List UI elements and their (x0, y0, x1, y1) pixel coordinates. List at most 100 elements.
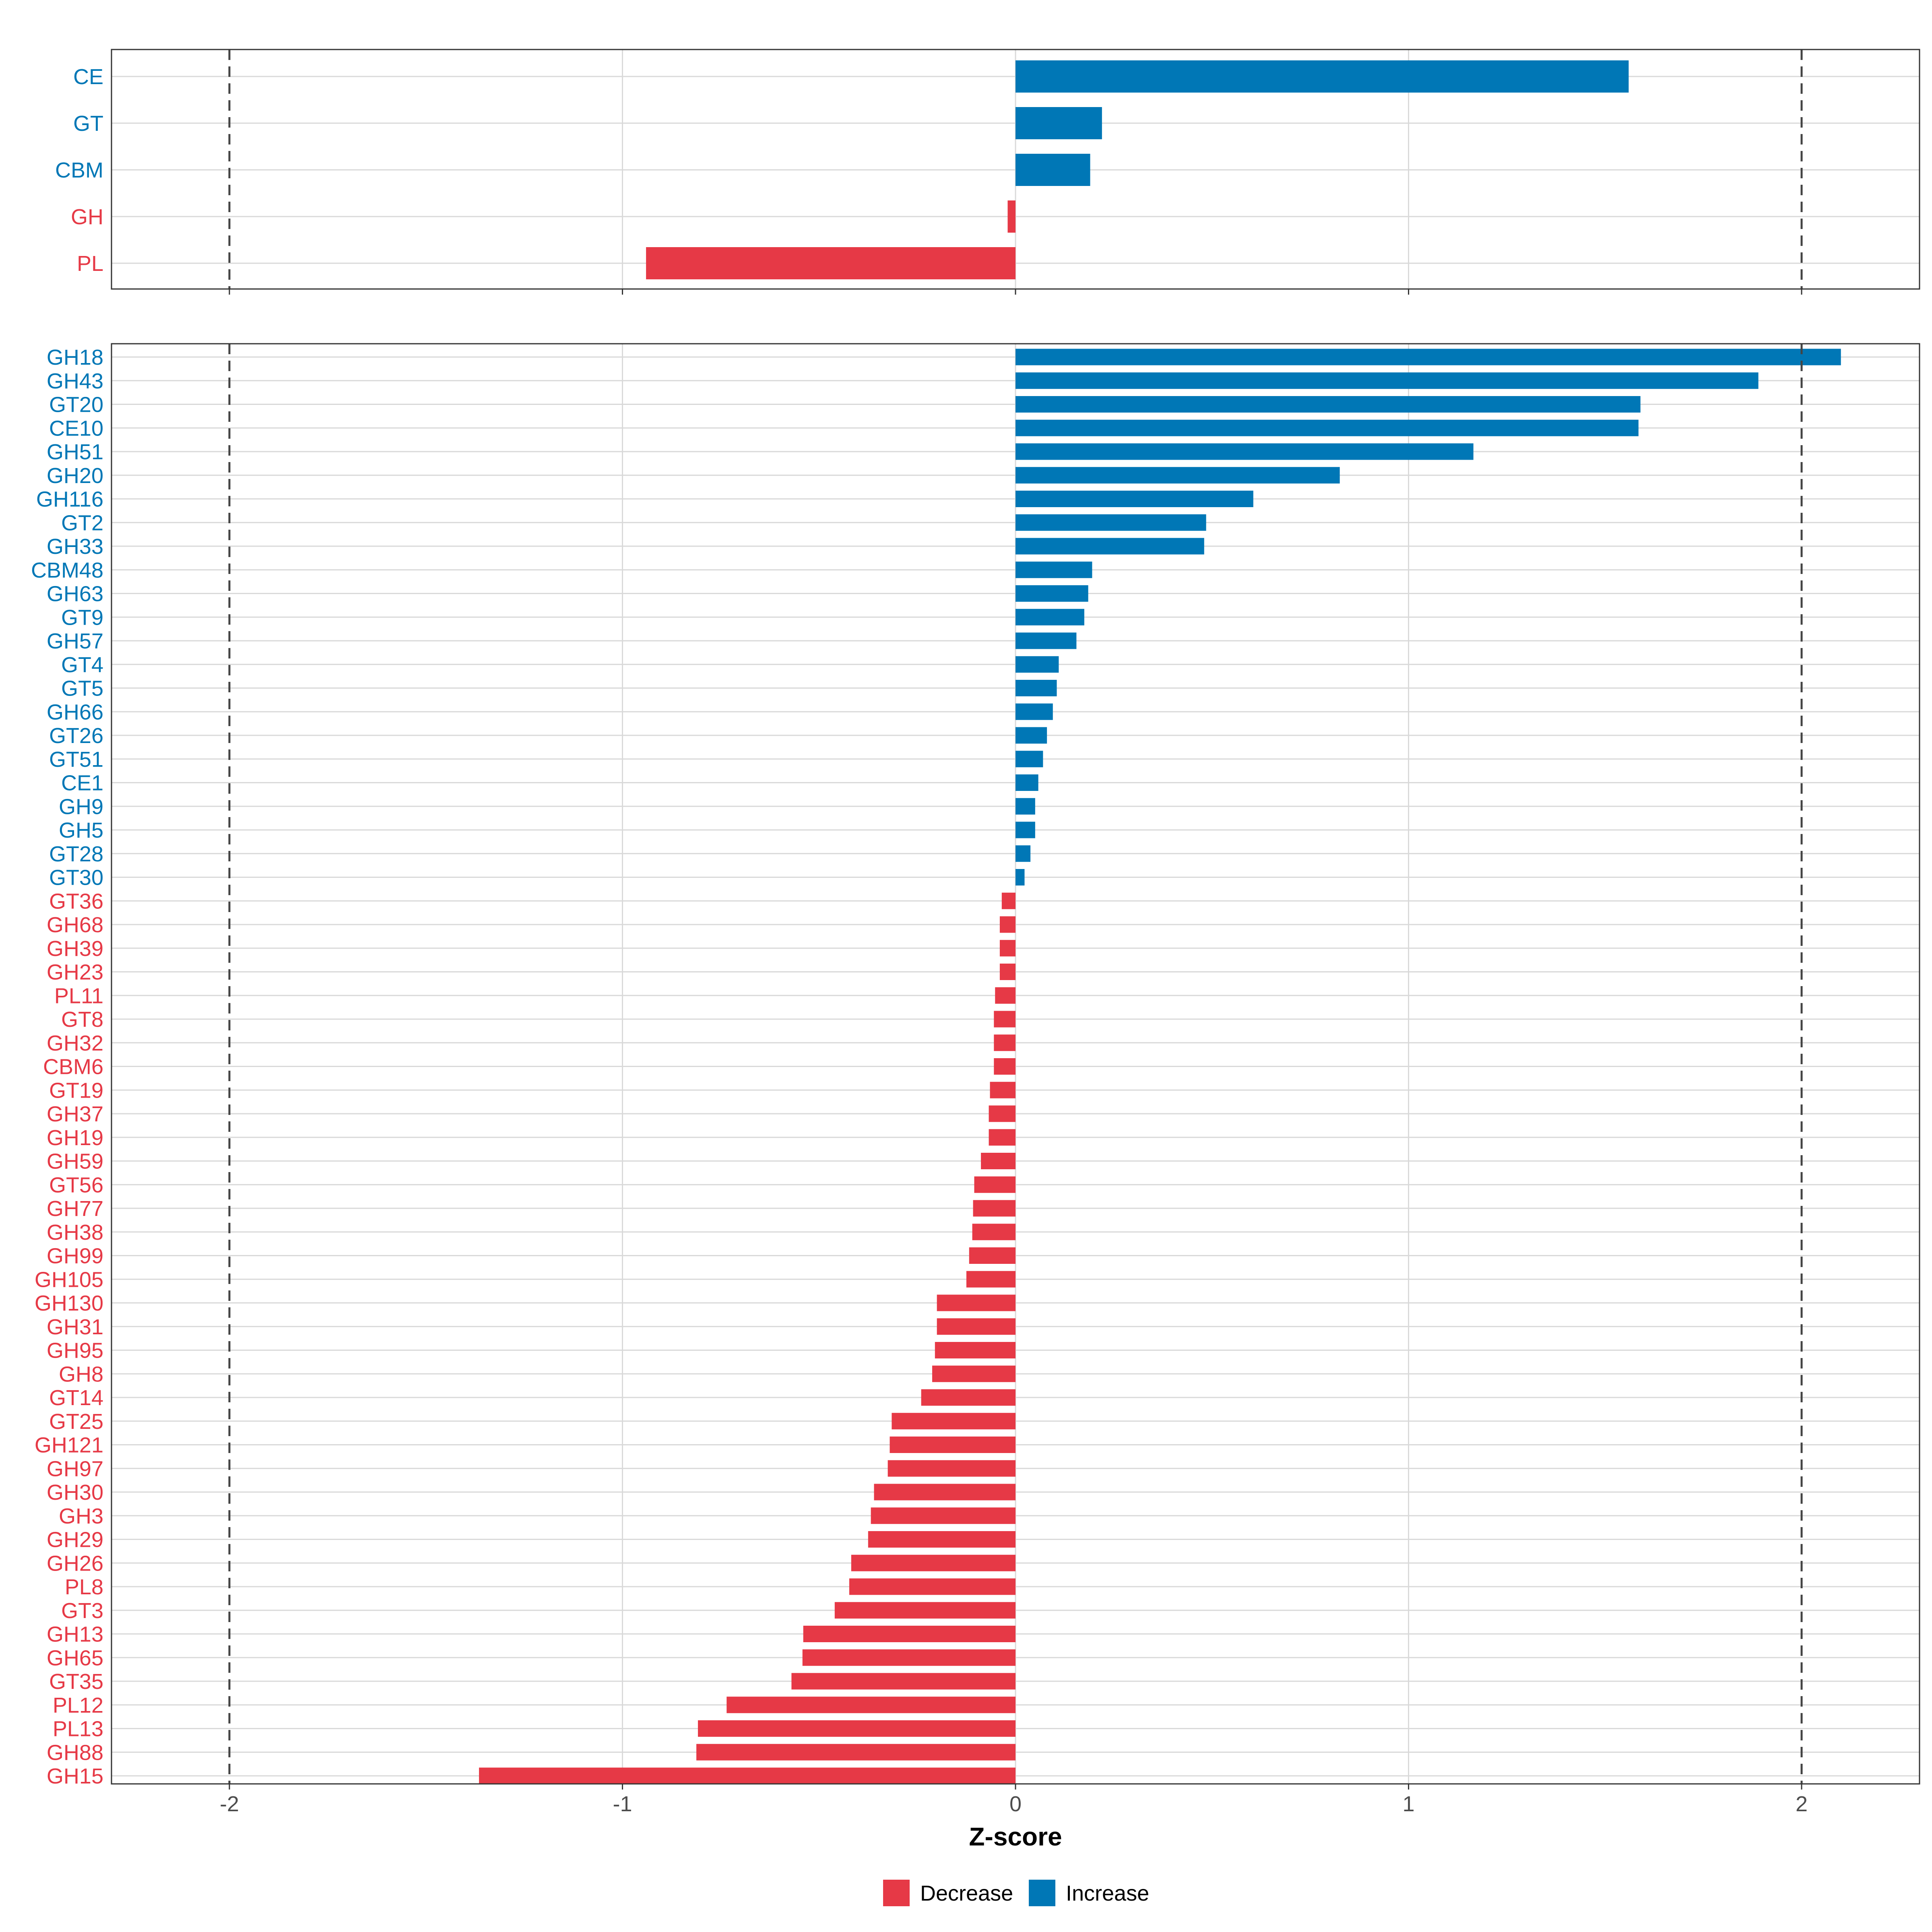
bar (999, 940, 1016, 957)
category-label: CE1 (61, 771, 103, 795)
category-label: GH32 (47, 1031, 103, 1055)
category-label: CE (73, 65, 103, 89)
bar (973, 1200, 1016, 1217)
bar (1016, 372, 1759, 389)
bar (969, 1247, 1016, 1264)
bar (937, 1318, 1016, 1335)
bar (1007, 200, 1016, 233)
category-label: GT36 (49, 889, 103, 913)
bar (849, 1578, 1016, 1595)
bar (989, 1129, 1016, 1146)
category-label: PL8 (65, 1575, 103, 1599)
legend-key-decrease (883, 1880, 910, 1906)
bar (999, 964, 1016, 980)
bar (995, 987, 1016, 1004)
category-label: PL11 (54, 984, 103, 1008)
category-label: CBM48 (31, 558, 103, 582)
bottom-panel: GH18GH43GT20CE10GH51GH20GH116GT2GH33CBM4… (31, 343, 1920, 1790)
bar (892, 1413, 1016, 1430)
category-label: GT26 (49, 724, 103, 748)
bar (1016, 491, 1253, 507)
bar (1016, 798, 1035, 815)
bar (868, 1531, 1016, 1548)
category-label: PL12 (53, 1693, 103, 1717)
category-label: GT (73, 111, 103, 136)
bar (1016, 609, 1084, 625)
category-label: GH43 (47, 369, 103, 393)
legend-label-decrease: Decrease (920, 1881, 1013, 1905)
bar (646, 247, 1016, 279)
bar (1016, 727, 1047, 744)
category-label: GH65 (47, 1646, 103, 1670)
category-label: GH68 (47, 913, 103, 937)
bar (871, 1507, 1016, 1524)
category-label: GH39 (47, 937, 103, 961)
category-label: GT4 (61, 653, 103, 677)
category-label: GH33 (47, 535, 103, 559)
legend-label-increase: Increase (1066, 1881, 1149, 1905)
category-label: GH95 (47, 1339, 103, 1363)
category-label: GT5 (61, 677, 103, 701)
bar (1016, 60, 1629, 93)
x-tick-label: 0 (1009, 1792, 1022, 1816)
bar (921, 1389, 1016, 1406)
bar (1016, 822, 1035, 838)
category-label: GH88 (47, 1740, 103, 1765)
category-label: GH3 (59, 1504, 103, 1528)
category-label: GT28 (49, 842, 103, 866)
bar (1016, 680, 1057, 696)
bar (698, 1720, 1016, 1737)
category-label: GT2 (61, 511, 103, 535)
legend: Decrease Increase (883, 1880, 1149, 1906)
category-label: GT9 (61, 605, 103, 630)
category-label: GH37 (47, 1102, 103, 1126)
category-label: CBM (55, 158, 103, 182)
bar (1016, 751, 1043, 768)
category-label: GH51 (47, 440, 103, 464)
category-label: PL13 (53, 1717, 103, 1741)
category-label: GT35 (49, 1670, 103, 1694)
bar (1016, 396, 1641, 413)
category-label: GH (71, 205, 103, 229)
category-label: CE10 (49, 416, 103, 440)
category-label: GH5 (59, 818, 103, 842)
category-label: GH38 (47, 1220, 103, 1245)
bar (851, 1554, 1016, 1571)
bar (1016, 419, 1639, 436)
category-label: GH13 (47, 1622, 103, 1647)
bar (890, 1437, 1016, 1453)
bar (803, 1626, 1016, 1642)
bar (1016, 703, 1053, 720)
bar (1016, 467, 1340, 484)
bar (696, 1744, 1016, 1761)
category-label: GH26 (47, 1551, 103, 1575)
top-panel: CE GT CBM GH PL (55, 49, 1920, 295)
bar (1016, 774, 1038, 791)
bar (974, 1176, 1016, 1193)
category-label: GH63 (47, 582, 103, 606)
category-label: GT3 (61, 1599, 103, 1623)
category-label: GH97 (47, 1457, 103, 1481)
x-axis: -2 -1 0 1 2 (220, 1792, 1808, 1816)
category-label: GH29 (47, 1528, 103, 1552)
bar (935, 1342, 1016, 1358)
category-label: GT8 (61, 1007, 103, 1032)
x-tick-label: 1 (1402, 1792, 1414, 1816)
bar (999, 916, 1016, 933)
category-label: CBM6 (43, 1055, 103, 1079)
bar (989, 1105, 1016, 1122)
category-label: GH31 (47, 1315, 103, 1339)
bar (932, 1365, 1016, 1382)
category-label: GH121 (35, 1433, 103, 1457)
legend-key-increase (1029, 1880, 1055, 1906)
bar (874, 1484, 1016, 1501)
bar (1016, 443, 1474, 460)
category-label: GT30 (49, 866, 103, 890)
category-label: GT51 (49, 747, 103, 772)
category-label: GT20 (49, 393, 103, 417)
bar (1016, 349, 1841, 365)
bar (1016, 107, 1102, 139)
category-label: GH130 (35, 1291, 103, 1315)
bar (727, 1697, 1016, 1713)
